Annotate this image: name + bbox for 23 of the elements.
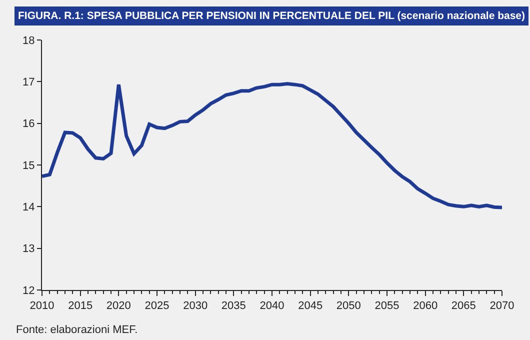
x-tick-label: 2055 (374, 300, 400, 312)
source-note: Fonte: elaborazioni MEF. (16, 324, 138, 336)
x-tick-label: 2010 (30, 300, 54, 312)
x-tick-label: 2020 (106, 300, 131, 312)
x-tick-label: 2050 (336, 300, 361, 312)
y-tick-label: 13 (22, 243, 35, 256)
y-tick-label: 17 (22, 76, 35, 89)
y-tick-label: 14 (22, 202, 35, 214)
y-tick-label: 15 (22, 160, 35, 172)
y-tick-label: 12 (22, 284, 35, 297)
x-tick-label: 2070 (490, 300, 514, 312)
x-tick-label: 2035 (221, 300, 246, 312)
x-tick-label: 2065 (451, 300, 476, 312)
y-tick-label: 16 (22, 118, 35, 130)
x-tick-label: 2030 (183, 300, 208, 312)
chart-title: FIGURA. R.1: SPESA PUBBLICA PER PENSIONI IN PERCENTUALE DEL PIL (scenario nazionale base) (18, 10, 526, 22)
line-series (42, 82, 502, 210)
x-tick-label: 2045 (298, 300, 323, 312)
x-tick-label: 2025 (144, 300, 170, 312)
x-tick-label: 2015 (68, 300, 93, 312)
x-tick-label: 2040 (260, 300, 284, 312)
y-tick-label: 18 (22, 34, 35, 47)
x-tick-label: 2060 (413, 300, 438, 312)
